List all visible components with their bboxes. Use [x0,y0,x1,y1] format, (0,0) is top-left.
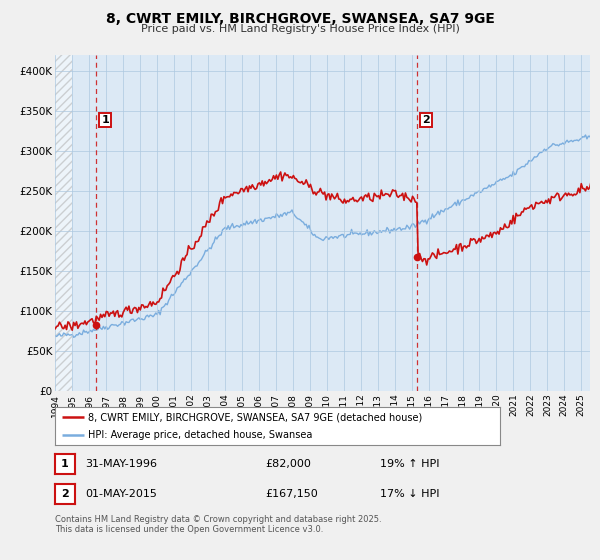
Text: £167,150: £167,150 [265,489,318,499]
Text: HPI: Average price, detached house, Swansea: HPI: Average price, detached house, Swan… [88,430,313,440]
Text: 17% ↓ HPI: 17% ↓ HPI [380,489,439,499]
Text: 2: 2 [61,489,69,499]
Text: 19% ↑ HPI: 19% ↑ HPI [380,459,439,469]
Text: £82,000: £82,000 [265,459,311,469]
Text: 1: 1 [101,115,109,125]
Text: 8, CWRT EMILY, BIRCHGROVE, SWANSEA, SA7 9GE (detached house): 8, CWRT EMILY, BIRCHGROVE, SWANSEA, SA7 … [88,412,422,422]
Text: 01-MAY-2015: 01-MAY-2015 [85,489,157,499]
Text: Contains HM Land Registry data © Crown copyright and database right 2025.
This d: Contains HM Land Registry data © Crown c… [55,515,382,534]
Text: 8, CWRT EMILY, BIRCHGROVE, SWANSEA, SA7 9GE: 8, CWRT EMILY, BIRCHGROVE, SWANSEA, SA7 … [106,12,494,26]
Bar [55,55,72,391]
Text: 31-MAY-1996: 31-MAY-1996 [85,459,157,469]
Text: Price paid vs. HM Land Registry's House Price Index (HPI): Price paid vs. HM Land Registry's House … [140,24,460,34]
Bar [55,55,72,391]
Text: 1: 1 [61,459,69,469]
Text: 2: 2 [422,115,430,125]
